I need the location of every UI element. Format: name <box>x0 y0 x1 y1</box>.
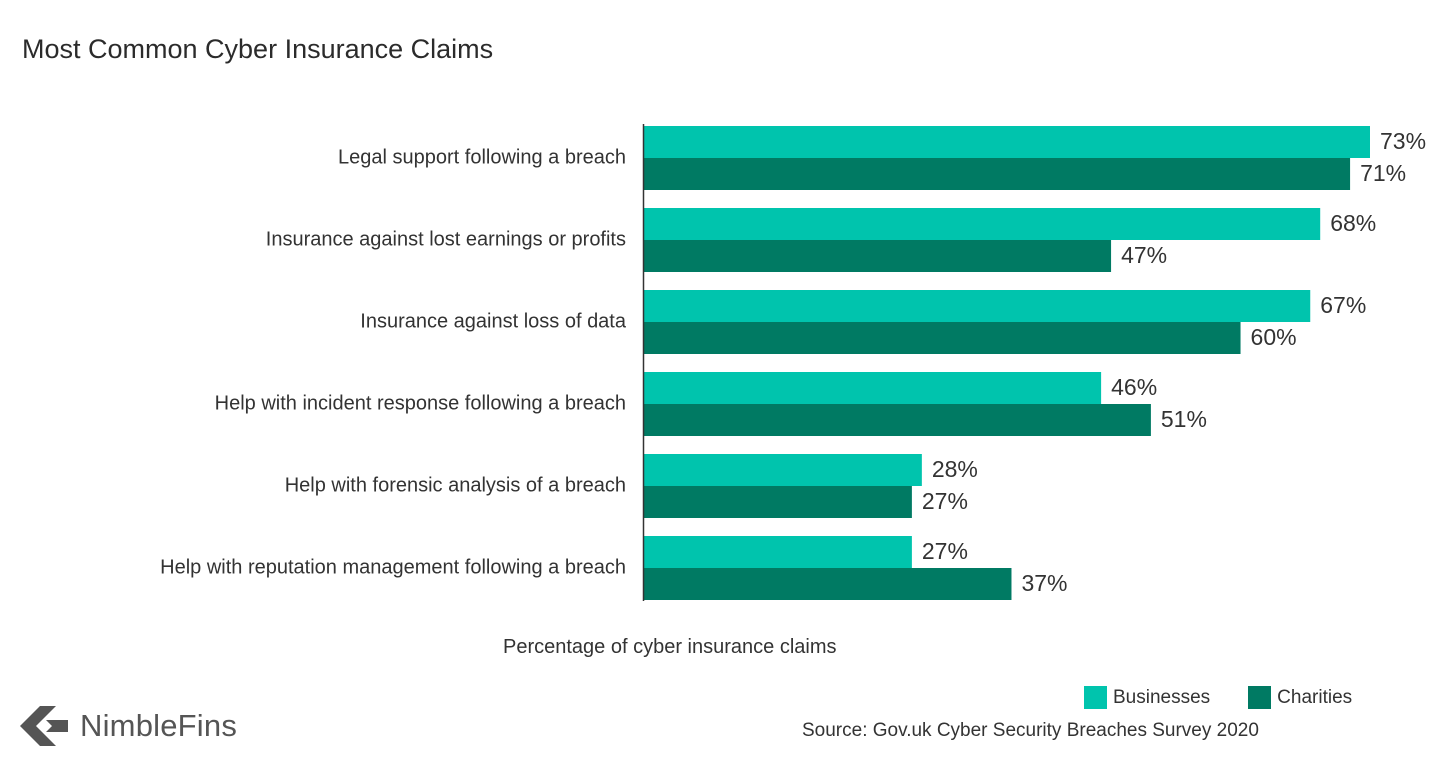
bars <box>643 126 1370 600</box>
chart-title: Most Common Cyber Insurance Claims <box>22 34 494 64</box>
category-label: Insurance against lost earnings or profi… <box>266 228 626 250</box>
legend-label-businesses: Businesses <box>1113 686 1211 708</box>
data-label: 71% <box>1360 160 1406 186</box>
bar-charities <box>643 404 1151 436</box>
data-label: 46% <box>1111 374 1157 400</box>
bar-charities <box>643 322 1241 354</box>
bar-charities <box>643 240 1112 272</box>
data-label: 28% <box>932 456 978 482</box>
bar-charities <box>643 158 1351 190</box>
legend-swatch-businesses <box>1084 686 1107 709</box>
data-label: 27% <box>922 488 968 514</box>
nimblefins-logo-icon <box>20 706 68 746</box>
data-label: 67% <box>1320 292 1366 318</box>
bar-businesses <box>643 454 922 486</box>
data-label: 60% <box>1251 324 1297 350</box>
brand-logo: NimbleFins <box>20 706 237 746</box>
data-label: 27% <box>922 538 968 564</box>
source-note: Source: Gov.uk Cyber Security Breaches S… <box>802 720 1259 741</box>
data-label: 73% <box>1380 128 1426 154</box>
legend-label-charities: Charities <box>1277 686 1353 708</box>
category-labels: Legal support following a breach Insuranc… <box>160 146 627 578</box>
legend-swatch-charities <box>1248 686 1272 709</box>
category-label: Help with incident response following a … <box>215 392 626 414</box>
data-label: 37% <box>1021 570 1067 596</box>
legend-item-businesses: Businesses <box>1084 686 1210 709</box>
bar-businesses <box>643 536 912 568</box>
bar-businesses <box>643 290 1311 322</box>
bar-charities <box>643 486 912 518</box>
bar-businesses <box>643 208 1321 240</box>
x-axis-label: Percentage of cyber insurance claims <box>503 636 837 658</box>
category-label: Legal support following a breach <box>338 146 626 168</box>
value-labels: 73% 71% 68% 47% 67% 60% 46%51% 28% 27% 27% 37% <box>922 128 1426 596</box>
category-label: Help with forensic analysis of a breach <box>285 474 626 496</box>
data-label: 51% <box>1161 406 1207 432</box>
bar-businesses <box>643 126 1370 158</box>
category-label: Help with reputation management followin… <box>160 556 626 578</box>
data-label: 68% <box>1330 210 1376 236</box>
data-label: 47% <box>1121 242 1167 268</box>
brand-name: NimbleFins <box>80 708 238 743</box>
category-label: Insurance against loss of data <box>360 310 627 332</box>
legend-item-charities: Charities <box>1248 686 1352 709</box>
bar-charities <box>643 568 1012 600</box>
legend: Businesses Charities <box>1084 686 1390 709</box>
bar-businesses <box>643 372 1102 404</box>
